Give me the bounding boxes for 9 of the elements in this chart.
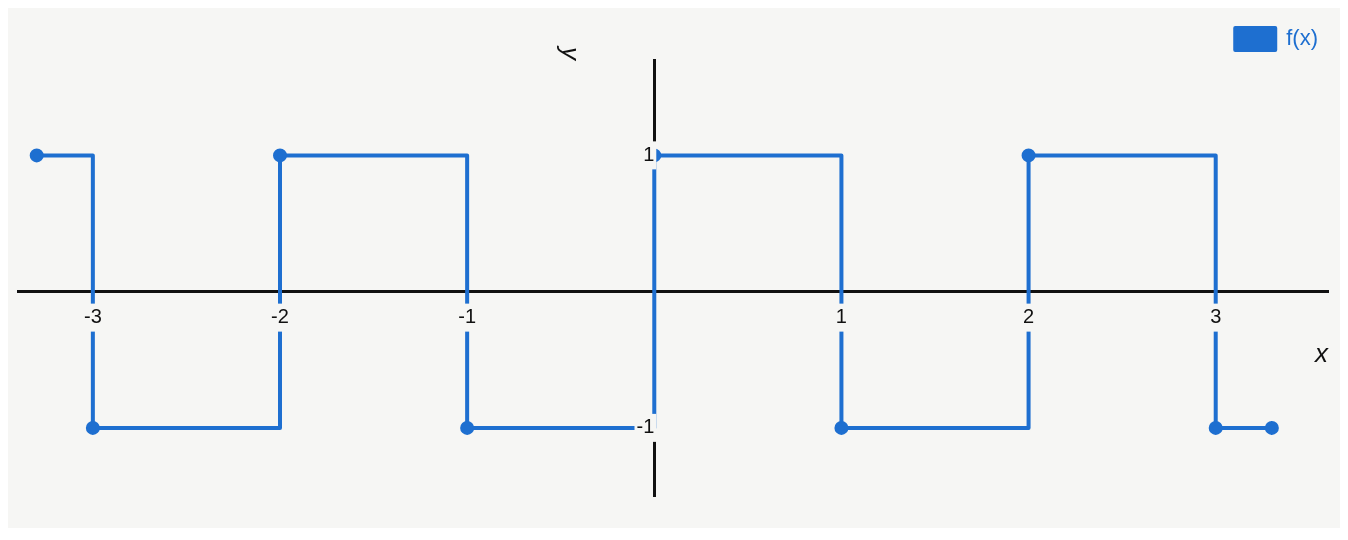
x-tick-label: -2 (271, 305, 289, 328)
x-axis-title: x (1313, 338, 1329, 369)
x-tick-label: 2 (1023, 305, 1035, 328)
x-tick-label: 1 (835, 305, 847, 328)
x-tick-label: -1 (458, 305, 477, 328)
legend-label: f(x) (1286, 25, 1318, 51)
x-tick-label: -3 (83, 305, 102, 328)
y-axis-title: y (555, 45, 586, 62)
x-tick-label: 3 (1210, 305, 1222, 328)
